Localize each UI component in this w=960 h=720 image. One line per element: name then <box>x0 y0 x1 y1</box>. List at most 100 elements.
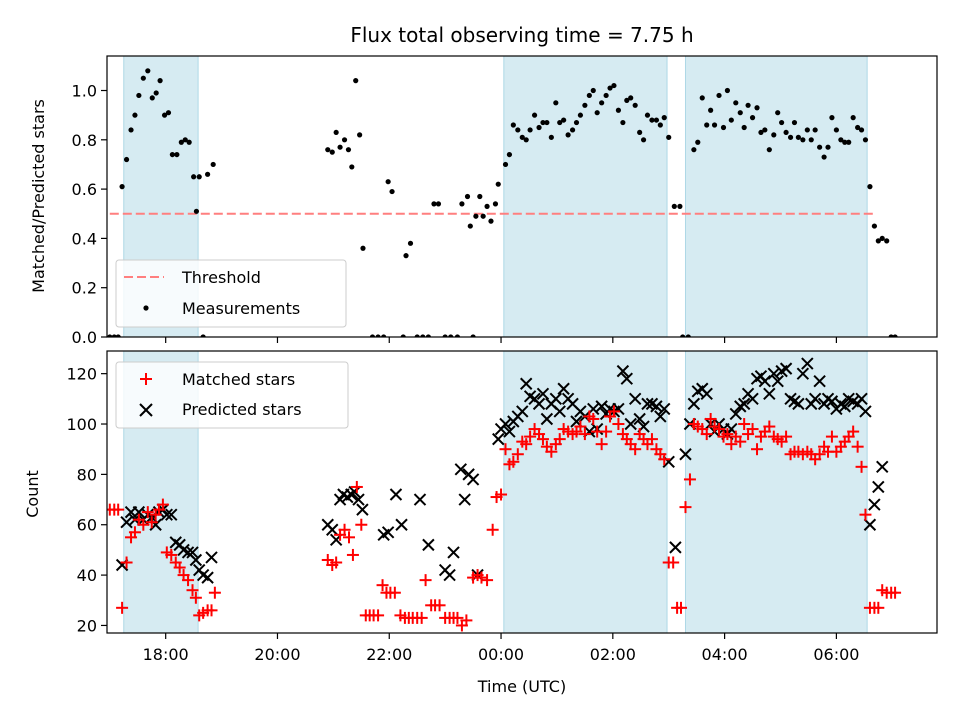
matched-star-point <box>679 501 692 514</box>
predicted-star-point <box>536 387 550 401</box>
predicted-star-point <box>499 417 512 431</box>
measurement-point <box>527 127 533 133</box>
predicted-star-point <box>532 397 546 411</box>
matched-star-point <box>343 531 356 544</box>
observing-intervals <box>123 350 868 634</box>
matched-star-point <box>141 506 154 519</box>
predicted-mark-stroke <box>395 518 408 531</box>
measurement-point <box>754 105 760 111</box>
matched-star-point <box>189 591 202 604</box>
matched-star-point <box>499 443 512 456</box>
predicted-mark-stroke <box>645 397 659 411</box>
measurement-point <box>666 134 672 140</box>
measurement-point <box>470 334 476 337</box>
matched-star-point <box>746 423 759 436</box>
predicted-mark-stroke <box>523 390 537 403</box>
measurement-point <box>480 213 486 219</box>
predicted-mark-stroke <box>813 375 826 388</box>
predicted-mark-stroke <box>447 546 460 559</box>
measurement-point <box>590 87 596 94</box>
measurement-point <box>375 334 381 337</box>
predicted-star-point <box>792 397 805 411</box>
measurement-point <box>325 147 331 153</box>
measurement-point <box>115 334 121 337</box>
measurement-point <box>737 110 743 116</box>
predicted-mark-stroke <box>503 425 516 438</box>
measurement-point <box>191 174 197 180</box>
predicted-mark-stroke <box>859 405 872 418</box>
y-tick-label: 20 <box>77 616 97 635</box>
y-tick-label: 80 <box>77 465 97 484</box>
measurement-point <box>519 134 525 140</box>
predicted-star-point <box>454 463 468 476</box>
predicted-mark-stroke <box>356 503 369 516</box>
matched-star-point <box>205 604 218 617</box>
predicted-star-point <box>855 392 868 406</box>
measurement-point <box>515 127 521 133</box>
measurement-point <box>381 334 387 337</box>
measurement-point <box>858 127 865 133</box>
matched-star-point <box>451 611 464 624</box>
measurement-point <box>149 95 155 101</box>
predicted-star-point <box>658 402 671 416</box>
measurement-point <box>611 82 617 89</box>
predicted-star-point <box>872 480 885 494</box>
matched-star-point <box>847 425 860 438</box>
predicted-star-point <box>186 546 199 559</box>
predicted-star-point <box>737 397 751 411</box>
measurement-point <box>193 208 200 214</box>
measurement-point <box>502 161 509 168</box>
measurement-point <box>603 92 609 99</box>
predicted-star-point <box>616 364 630 378</box>
predicted-star-point <box>700 387 713 401</box>
matched-star-point <box>112 503 125 516</box>
x-tick-label: 20:00 <box>254 645 300 664</box>
measurement-point <box>369 334 376 337</box>
predicted-star-point <box>326 523 339 536</box>
measurement-point <box>329 149 335 155</box>
matched-star-point <box>683 473 696 486</box>
predicted-star-point <box>633 412 646 426</box>
matched-star-point <box>595 438 608 451</box>
measurement-point <box>783 129 789 136</box>
measurement-point <box>128 127 134 133</box>
matched-star-point <box>173 561 186 574</box>
predicted-mark-stroke <box>120 516 133 529</box>
predicted-star-point <box>801 357 814 370</box>
matched-star-point <box>486 523 499 536</box>
predicted-mark-stroke <box>746 392 759 406</box>
matched-star-point <box>182 574 195 587</box>
predicted-mark-stroke <box>855 392 868 406</box>
predicted-mark-stroke <box>792 397 805 411</box>
measurement-point <box>867 184 873 190</box>
predicted-star-point <box>687 397 701 411</box>
predicted-mark-stroke <box>326 523 339 536</box>
y-tick-label: 60 <box>77 516 97 535</box>
matched-star-point <box>859 508 872 521</box>
measurement-point <box>685 334 691 337</box>
counts-axes: 20 40 60 80 100 120 18:00 20:00 22:00 00:00 02:00 0… <box>66 350 938 664</box>
predicted-mark-stroke <box>454 463 468 476</box>
measurement-point <box>544 119 550 126</box>
predicted-star-point <box>796 367 810 380</box>
measurement-point <box>132 112 138 118</box>
predicted-star-point <box>654 410 667 423</box>
matched-star-point <box>612 418 625 431</box>
predicted-star-point <box>779 362 793 375</box>
matched-star-point <box>156 498 169 511</box>
measurement-point <box>523 137 529 143</box>
predicted-mark-stroke <box>763 387 776 401</box>
ratio-axes: 0.0 0.2 0.4 0.6 0.8 1.0 <box>72 55 938 347</box>
measurement-point <box>337 144 343 150</box>
measurement-point <box>577 112 584 118</box>
measurement-point <box>178 139 184 145</box>
matched-star-point <box>433 599 446 612</box>
y-tick-label: 100 <box>66 415 97 434</box>
measurement-point <box>136 92 142 99</box>
predicted-star-point <box>641 397 654 411</box>
measurement-point <box>628 95 634 101</box>
matched-star-point <box>704 412 717 425</box>
x-axis-label: Time (UTC) <box>477 677 566 696</box>
measurement-point <box>720 124 727 131</box>
predicted-mark-stroke <box>177 543 190 557</box>
